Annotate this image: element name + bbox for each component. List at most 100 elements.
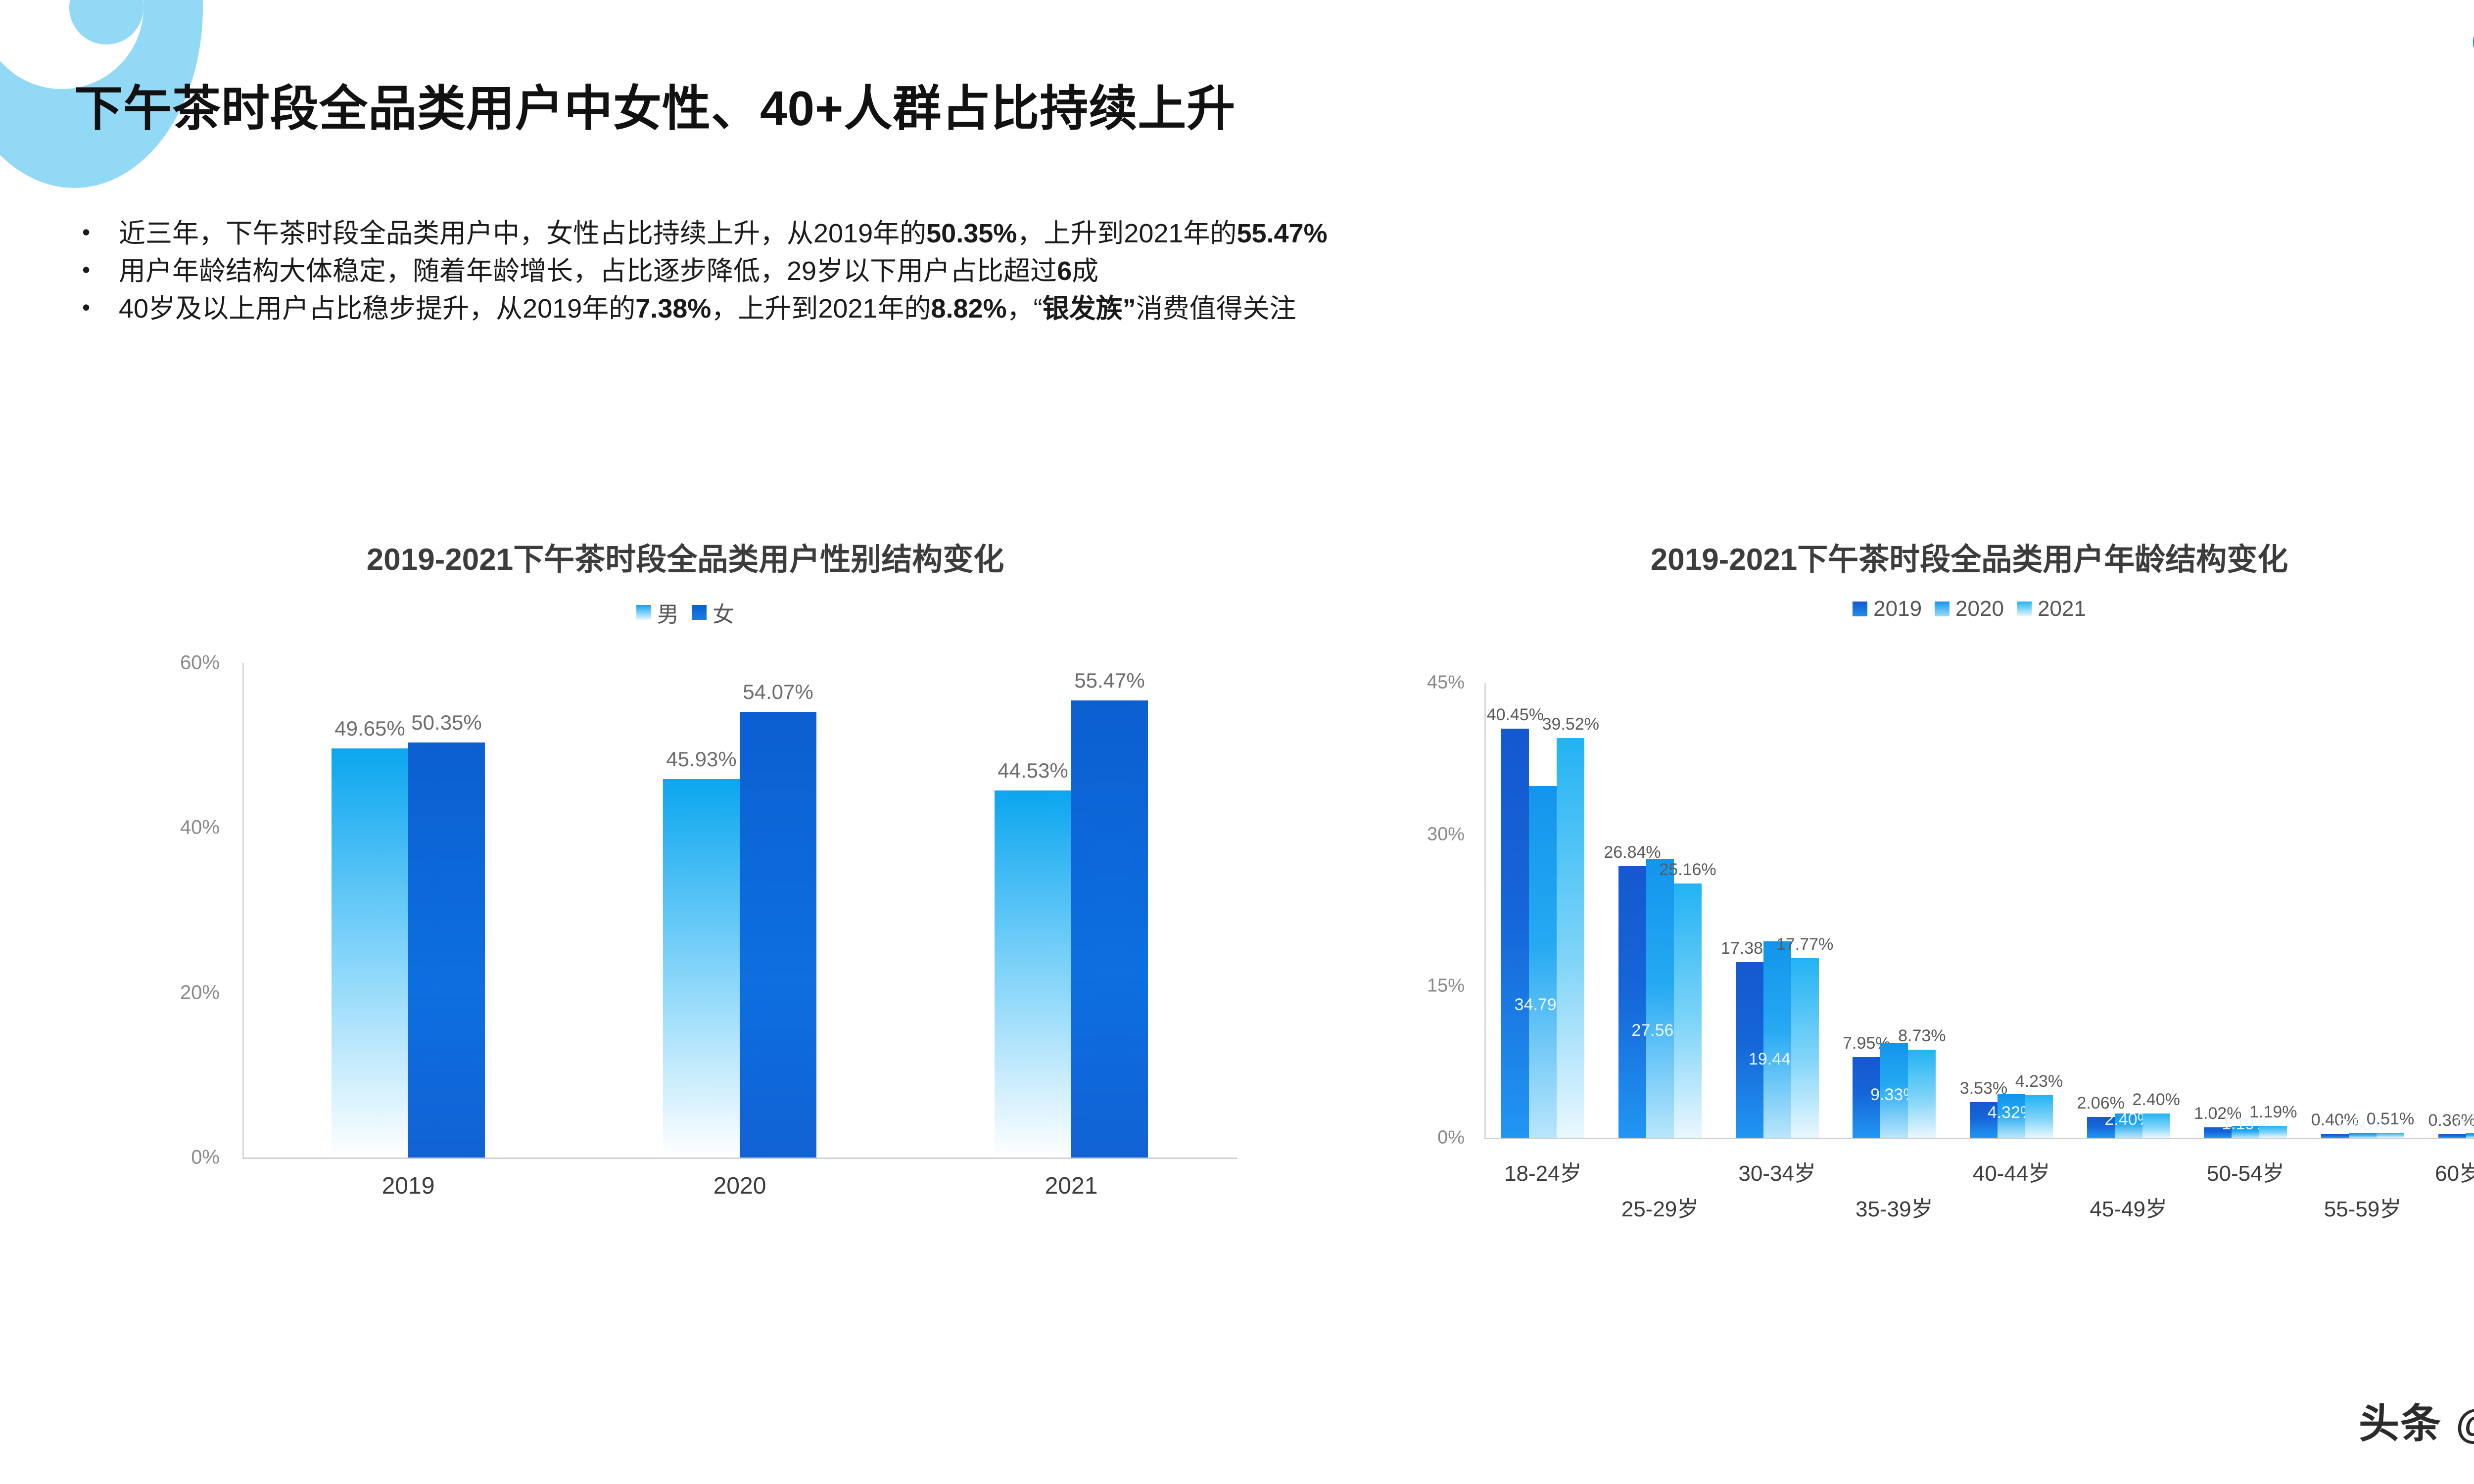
list-item: • 近三年，下午茶时段全品类用户中，女性占比持续上升，从2019年的50.35%… — [74, 218, 2350, 250]
bullet-list: • 近三年，下午茶时段全品类用户中，女性占比持续上升，从2019年的50.35%… — [74, 218, 2350, 330]
bar-value-label: 4.23% — [2015, 1071, 2063, 1091]
bar-value-label: 45.93% — [666, 747, 737, 771]
bar-50-54岁-2020[interactable]: 1.19% — [2222, 1114, 2270, 1138]
plot-area: 49.65% 50.35% 45.93% 54.07% 44.53% 55.47% — [242, 663, 1237, 1158]
bar-value-label: 2.40% — [2132, 1090, 2180, 1109]
legend-item-女[interactable]: 女 — [692, 597, 734, 628]
bar-value-label: 0.46% — [2456, 1115, 2474, 1134]
legend-label: 2020 — [1955, 597, 2004, 621]
bar-55-59岁-2019[interactable]: 0.40% — [2311, 1111, 2359, 1138]
bar-18-24岁-2021[interactable]: 39.52% — [1542, 715, 1599, 1138]
legend-label: 女 — [713, 603, 734, 627]
bar-value-label: 8.73% — [1898, 1026, 1946, 1045]
bar-group-40-44岁: 3.53% 4.32% 4.23% — [1953, 683, 2070, 1138]
x-axis-labels: 18-24岁 25-29岁 30-34岁 35-39岁 40-44岁 45-49岁 50-5… — [1484, 1148, 2474, 1237]
legend-item-2021[interactable]: 2021 — [2016, 597, 2086, 621]
legend-swatch-icon — [692, 605, 707, 620]
bar-group-25-29岁: 26.84% 27.56% 25.16% — [1602, 683, 1719, 1138]
bar-value-label: 50.35% — [411, 710, 482, 734]
x-axis-tick-label: 25-29岁 — [1621, 1197, 1699, 1221]
bar-35-39岁-2021[interactable]: 8.73% — [1898, 1026, 1946, 1138]
bar-45-49岁-2020[interactable]: 2.40% — [2104, 1110, 2152, 1138]
bar-2021-男[interactable]: 44.53% — [995, 759, 1071, 1158]
list-item: • 40岁及以上用户占比稳步提升，从2019年的7.38%，上升到2021年的8… — [74, 293, 2350, 325]
bar-40-44岁-2019[interactable]: 3.53% — [1960, 1079, 2007, 1138]
bar-55-59岁-2021[interactable]: 0.51% — [2367, 1110, 2414, 1138]
bar-35-39岁-2020[interactable]: 9.33% — [1870, 1043, 1918, 1138]
y-axis-tick: 20% — [180, 981, 220, 1004]
bar-2019-男[interactable]: 49.65% — [332, 717, 408, 1158]
x-axis-tick-label: 35-39岁 — [1856, 1197, 1933, 1221]
legend-label: 2021 — [2037, 597, 2086, 621]
chart-title: 2019-2021下午茶时段全品类用户性别结构变化 — [366, 543, 1004, 577]
x-axis-line — [242, 1158, 1237, 1159]
bullet-marker: • — [82, 294, 91, 320]
bar-18-24岁-2020[interactable]: 34.79% — [1515, 786, 1571, 1138]
legend-swatch-icon — [2016, 602, 2032, 616]
bar-45-49岁-2021[interactable]: 2.40% — [2132, 1090, 2180, 1138]
chart-legend: 2019 2020 2021 — [1346, 597, 2474, 621]
x-axis-tick-label: 50-54岁 — [2207, 1161, 2284, 1186]
bar-45-49岁-2019[interactable]: 2.06% — [2077, 1094, 2125, 1138]
y-axis-tick: 60% — [180, 651, 220, 674]
bar-group-45-49岁: 2.06% 2.40% 2.40% — [2070, 683, 2187, 1138]
bar-2021-女[interactable]: 55.47% — [1071, 669, 1148, 1158]
bar-value-label: 44.53% — [998, 758, 1068, 782]
y-axis-tick: 0% — [191, 1146, 220, 1168]
bar-group-50-54岁: 1.02% 1.19% 1.19% — [2187, 683, 2304, 1138]
bullet-text: 用户年龄结构大体稳定，随着年龄增长，占比逐步降低，29岁以下用户占比超过6成 — [119, 256, 1099, 286]
legend-swatch-icon — [1935, 602, 1950, 616]
bar-2020-男[interactable]: 45.93% — [663, 747, 740, 1158]
chart-age-structure: 2019-2021下午茶时段全品类用户年龄结构变化 2019 2020 2021 0… — [1346, 534, 2474, 1306]
x-axis-tick-label: 40-44岁 — [1972, 1161, 2050, 1186]
bar-25-29岁-2021[interactable]: 25.16% — [1659, 860, 1716, 1138]
bar-value-label: 55.47% — [1074, 668, 1145, 692]
chart-gender-structure: 2019-2021下午茶时段全品类用户性别结构变化 男女 0% 20% 40% 60%… — [79, 534, 1291, 1276]
watermark-left: 头条 — [2359, 1401, 2442, 1446]
bar-60岁以上-2020[interactable]: 0.46% — [2456, 1115, 2474, 1138]
y-axis-tick: 30% — [1427, 824, 1465, 845]
legend-item-男[interactable]: 男 — [636, 597, 679, 628]
bar-60岁以上-2019[interactable]: 0.36% — [2428, 1111, 2474, 1138]
legend-swatch-icon — [1853, 602, 1868, 616]
bar-value-label: 0.51% — [2366, 1109, 2415, 1128]
bar-25-29岁-2019[interactable]: 26.84% — [1604, 843, 1661, 1138]
bar-40-44岁-2021[interactable]: 4.23% — [2015, 1072, 2063, 1138]
x-axis-tick-label: 60岁以上 — [2435, 1161, 2474, 1186]
page-title: 下午茶时段全品类用户中女性、40+人群占比持续上升 — [74, 81, 1236, 136]
bar-55-59岁-2020[interactable]: 0.50% — [2339, 1115, 2386, 1138]
bar-30-34岁-2021[interactable]: 17.77% — [1776, 935, 1833, 1138]
bar-2020-女[interactable]: 54.07% — [740, 680, 816, 1158]
y-axis-tick: 0% — [1437, 1127, 1465, 1148]
x-axis-labels: 2019 2020 2021 — [242, 1172, 1237, 1200]
bar-value-label: 0.36% — [2428, 1111, 2474, 1130]
bar-value-label: 39.52% — [1542, 715, 1599, 734]
y-axis-tick: 45% — [1427, 672, 1465, 693]
y-axis: 0% 20% 40% 60% — [79, 652, 238, 1168]
y-axis-line — [242, 663, 244, 1158]
bar-50-54岁-2019[interactable]: 1.02% — [2194, 1104, 2242, 1138]
bar-25-29岁-2020[interactable]: 27.56% — [1631, 859, 1689, 1138]
bar-value-label: 40.45% — [1486, 705, 1544, 725]
bar-group-55-59岁: 0.40% 0.50% 0.51% — [2304, 683, 2422, 1138]
bar-18-24岁-2019[interactable]: 40.45% — [1487, 705, 1544, 1138]
bar-value-label: 1.02% — [2194, 1104, 2242, 1123]
bar-50-54岁-2021[interactable]: 1.19% — [2249, 1103, 2297, 1138]
bar-30-34岁-2020[interactable]: 19.44% — [1749, 941, 1806, 1138]
bar-group-18-24岁: 40.45% 34.79% 39.52% — [1484, 683, 1602, 1138]
y-axis-line — [1484, 683, 1486, 1138]
blob-shape-circle — [69, 0, 143, 45]
x-axis-tick-label: 18-24岁 — [1504, 1161, 1582, 1186]
bar-value-label: 0.40% — [2311, 1110, 2359, 1129]
x-axis-tick-label: 55-59岁 — [2324, 1197, 2402, 1221]
bar-group-2021: 44.53% 55.47% — [905, 663, 1237, 1158]
bar-group-2019: 49.65% 50.35% — [242, 663, 574, 1158]
bar-value-label: 0.50% — [2338, 1115, 2387, 1134]
bar-value-label: 54.07% — [743, 680, 813, 703]
legend-item-2020[interactable]: 2020 — [1935, 597, 2004, 621]
legend-item-2019[interactable]: 2019 — [1853, 597, 1922, 621]
bar-40-44岁-2020[interactable]: 4.32% — [1988, 1094, 2035, 1138]
bar-group-30-34岁: 17.38% 19.44% 17.77% — [1718, 683, 1836, 1138]
bar-value-label: 17.77% — [1776, 934, 1834, 954]
bar-2019-女[interactable]: 50.35% — [408, 711, 485, 1158]
